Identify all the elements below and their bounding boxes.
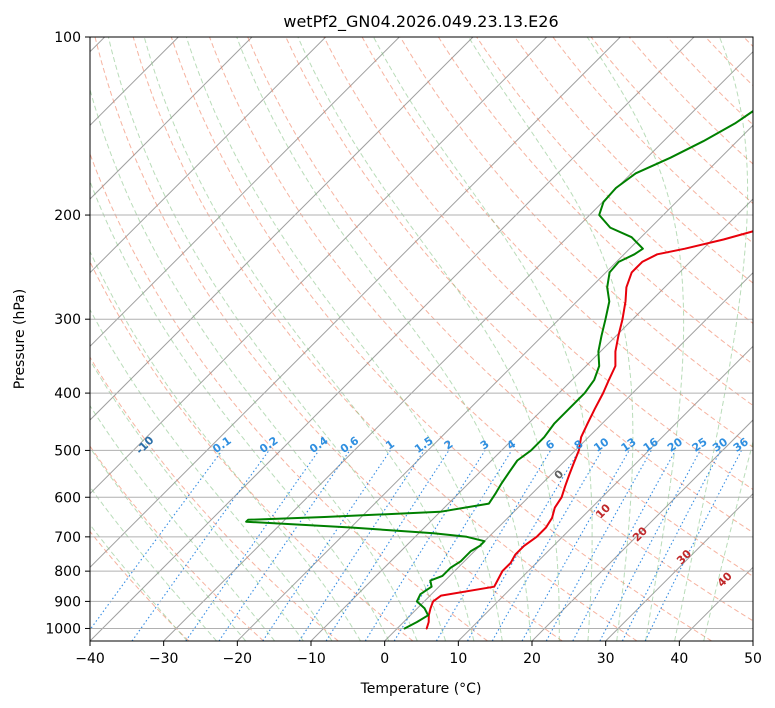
moist-adiabat-line xyxy=(90,250,362,641)
moist-adiabat-line xyxy=(703,439,753,641)
y-tick-label: 900 xyxy=(54,594,81,610)
isotherm-line xyxy=(384,271,753,641)
dry-adiabat-line xyxy=(90,445,264,641)
isotherm-line xyxy=(90,37,327,274)
chart-title: wetPf2_GN04.2026.049.23.13.E26 xyxy=(283,12,558,32)
dry-adiabat-line xyxy=(209,37,753,622)
x-tick-label: 20 xyxy=(523,651,541,667)
mixing-ratio-line xyxy=(572,450,676,641)
mixing-ratio-line xyxy=(521,450,630,641)
y-tick-label: 200 xyxy=(54,208,81,224)
background-lines xyxy=(90,37,753,641)
x-tick-label: −10 xyxy=(296,651,326,667)
y-tick-label: 400 xyxy=(54,386,81,402)
moist-adiabat-line xyxy=(185,37,503,641)
x-tick-label: 40 xyxy=(670,651,688,667)
y-tick-label: 500 xyxy=(54,443,81,459)
isotherm-line xyxy=(605,492,753,641)
isotherm-line xyxy=(163,50,753,641)
moist-adiabat-line xyxy=(107,37,446,641)
mixing-ratio-line xyxy=(644,450,742,641)
mixing-ratio-line xyxy=(218,450,351,641)
plot-area xyxy=(90,37,753,641)
mixing-ratio-line xyxy=(545,450,652,641)
temperature-profile-line xyxy=(425,230,753,630)
x-tick-label: −40 xyxy=(75,651,105,667)
y-axis: 100 200 300 400 500 600 700 800 900 1000 xyxy=(45,30,90,637)
moist-adiabat-line xyxy=(297,37,560,641)
dry-adiabat-line xyxy=(514,37,753,284)
isotherm-line xyxy=(90,37,548,495)
x-tick-label: 10 xyxy=(449,651,467,667)
y-tick-label: 600 xyxy=(54,490,81,506)
moist-adiabat-line xyxy=(90,404,275,641)
dry-adiabat-line xyxy=(170,37,712,641)
dewpoint-profile-line xyxy=(245,109,753,630)
isotherm-line xyxy=(90,37,621,569)
dry-adiabat-line xyxy=(399,37,753,407)
x-tick-label: −20 xyxy=(223,651,253,667)
isotherm-line xyxy=(90,37,474,421)
x-axis-title: Temperature (°C) xyxy=(360,681,482,697)
mixing-ratio-line xyxy=(262,450,391,641)
grid-lines xyxy=(90,37,753,629)
isotherm-line xyxy=(90,37,400,348)
y-tick-label: 100 xyxy=(54,30,81,46)
y-tick-label: 700 xyxy=(54,530,81,546)
dry-adiabat-line xyxy=(90,356,339,641)
x-tick-label: 50 xyxy=(744,651,762,667)
y-axis-title: Pressure (hPa) xyxy=(12,289,28,389)
moist-adiabat-line xyxy=(90,180,390,641)
isotherm-line xyxy=(236,124,753,641)
dry-adiabat-line xyxy=(94,37,563,641)
x-tick-label: 0 xyxy=(380,651,389,667)
moist-adiabat-line xyxy=(236,37,532,641)
dry-adiabat-line xyxy=(247,37,753,577)
moist-adiabat-line xyxy=(586,37,685,641)
isotherm-line xyxy=(531,419,753,641)
x-axis: −40 −30 −20 −10 0 10 20 30 40 50 xyxy=(75,641,762,667)
x-tick-label: −30 xyxy=(149,651,179,667)
dry-adiabat-line xyxy=(90,530,190,641)
mixing-ratio-line xyxy=(298,450,425,641)
y-tick-label: 800 xyxy=(54,564,81,580)
moist-adiabat-line xyxy=(90,446,247,641)
moist-adiabat-line xyxy=(373,37,593,641)
dry-adiabat-line xyxy=(132,37,638,641)
plot-frame xyxy=(89,36,754,642)
mixing-ratio-line xyxy=(325,450,450,641)
series-layer xyxy=(245,109,753,630)
dry-adiabat-line xyxy=(90,152,488,641)
mixing-ratio-line xyxy=(621,450,722,641)
x-tick-label: 30 xyxy=(597,651,615,667)
dry-adiabat-line xyxy=(437,37,753,365)
moist-adiabat-line xyxy=(674,37,749,641)
isotherm-line xyxy=(90,37,253,200)
y-tick-label: 1000 xyxy=(45,621,81,637)
mixing-ratio-line xyxy=(185,450,320,641)
mixing-ratio-line xyxy=(90,450,223,631)
y-tick-label: 300 xyxy=(54,312,81,328)
moist-adiabat-line xyxy=(90,308,333,641)
isotherm-line xyxy=(457,345,753,641)
mixing-ratio-line xyxy=(393,450,513,641)
dry-adiabat-line xyxy=(323,37,753,491)
moist-adiabat-line xyxy=(143,37,475,641)
mixing-ratio-line xyxy=(131,450,270,641)
